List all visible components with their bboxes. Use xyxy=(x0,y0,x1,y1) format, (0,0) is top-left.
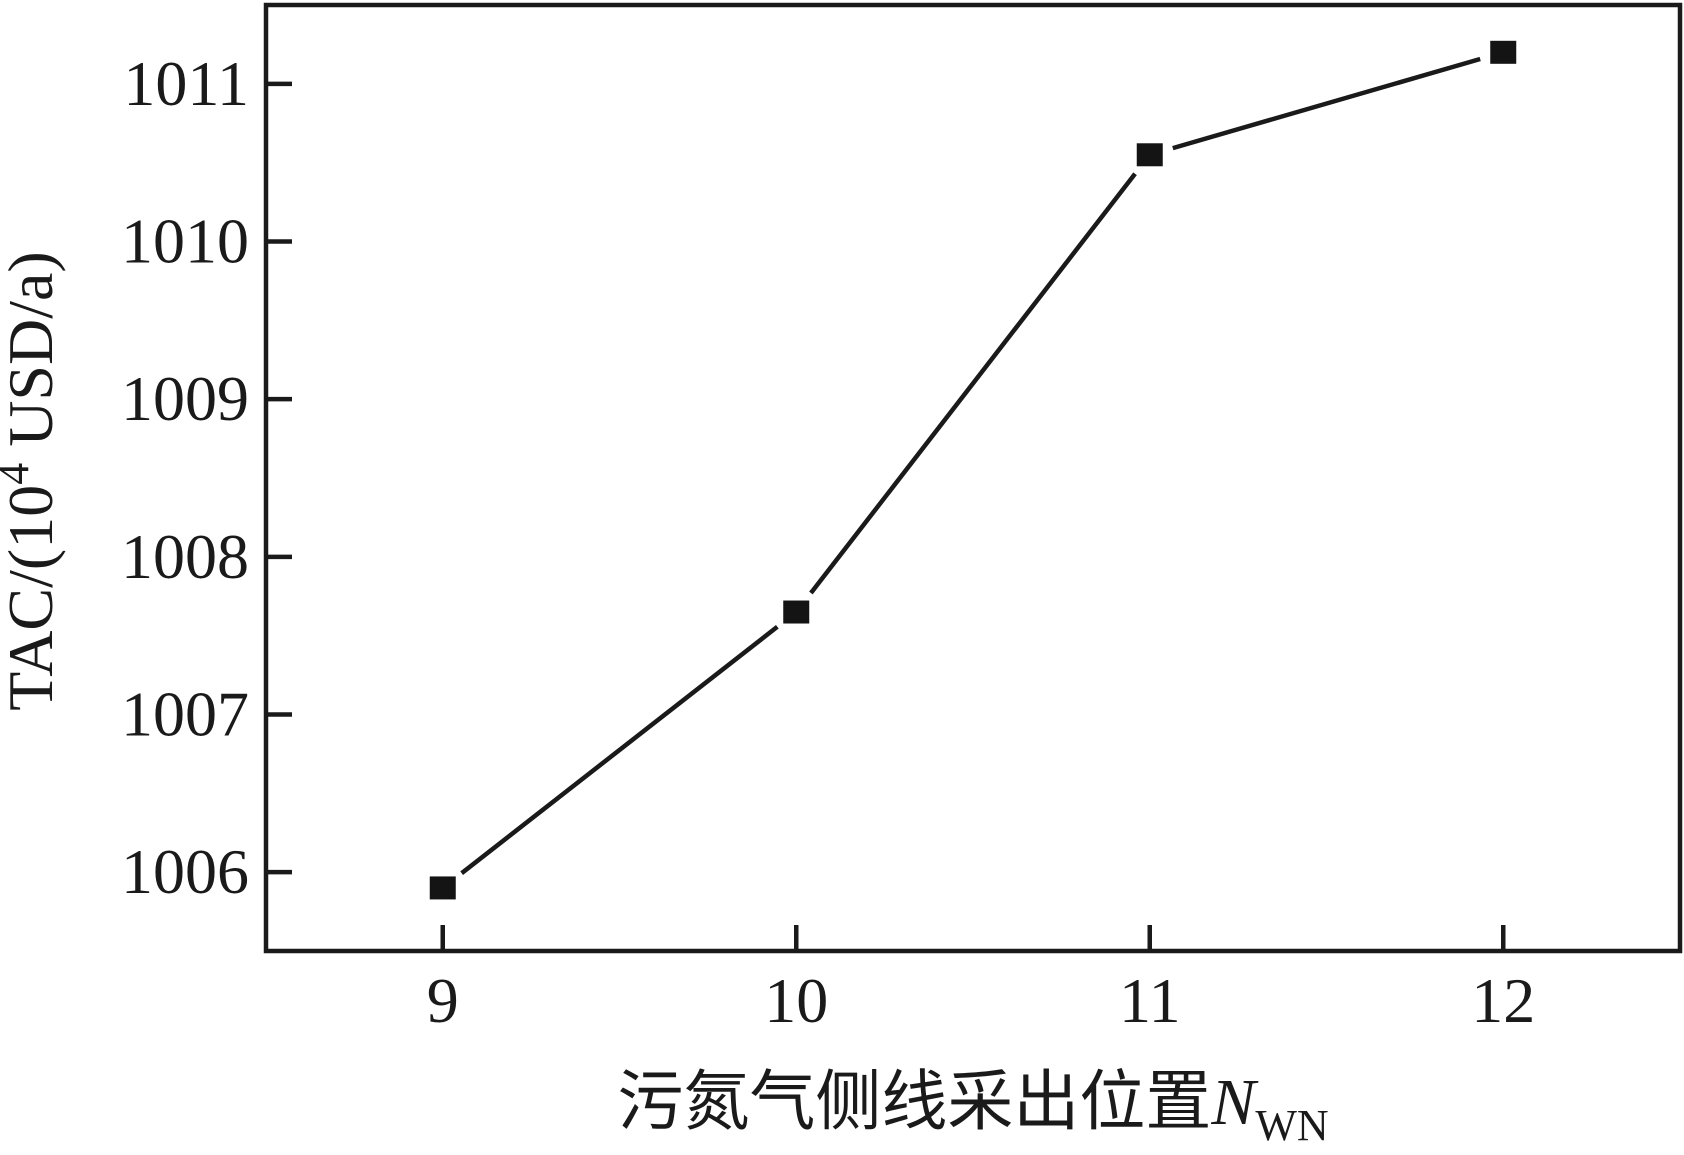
x-axis-label-main: 污氮气侧线采出位置 xyxy=(617,1066,1211,1139)
x-axis-tick-label: 11 xyxy=(1119,965,1181,1036)
data-markers xyxy=(429,40,1517,900)
y-axis-label: TAC/(104 USD/a) xyxy=(0,251,66,711)
y-axis-tick-label: 1007 xyxy=(121,679,249,750)
x-axis-label-subscript: WN xyxy=(1255,1101,1328,1150)
x-axis-tick-label: 9 xyxy=(427,965,459,1036)
plot-border xyxy=(263,2,1683,954)
data-point-marker xyxy=(429,876,456,900)
y-axis-tick-label: 1011 xyxy=(123,48,249,119)
data-line xyxy=(460,56,1481,875)
x-axis-label-variable: N xyxy=(1210,1066,1259,1139)
x-axis-tick-label: 10 xyxy=(764,965,828,1036)
x-axis-label: 污氮气侧线采出位置NWN xyxy=(617,1066,1328,1150)
y-axis-tick-label: 1008 xyxy=(121,521,249,592)
x-axis-tick-label: 12 xyxy=(1471,965,1535,1036)
data-point-marker xyxy=(783,600,810,624)
y-axis-label-superscript: 4 xyxy=(0,463,38,485)
line-segment xyxy=(809,172,1137,595)
y-axis-label-main: TAC/(10 xyxy=(0,485,66,711)
data-point-marker xyxy=(1490,40,1517,64)
y-axis-label-units: USD/a) xyxy=(0,251,66,463)
y-axis-tick-label: 1006 xyxy=(121,836,249,907)
y-axis-tick-label: 1010 xyxy=(121,206,249,277)
line-segment xyxy=(1172,56,1481,151)
y-axis-tick-label: 1009 xyxy=(121,363,249,434)
data-point-marker xyxy=(1136,143,1163,167)
line-segment xyxy=(460,625,779,875)
